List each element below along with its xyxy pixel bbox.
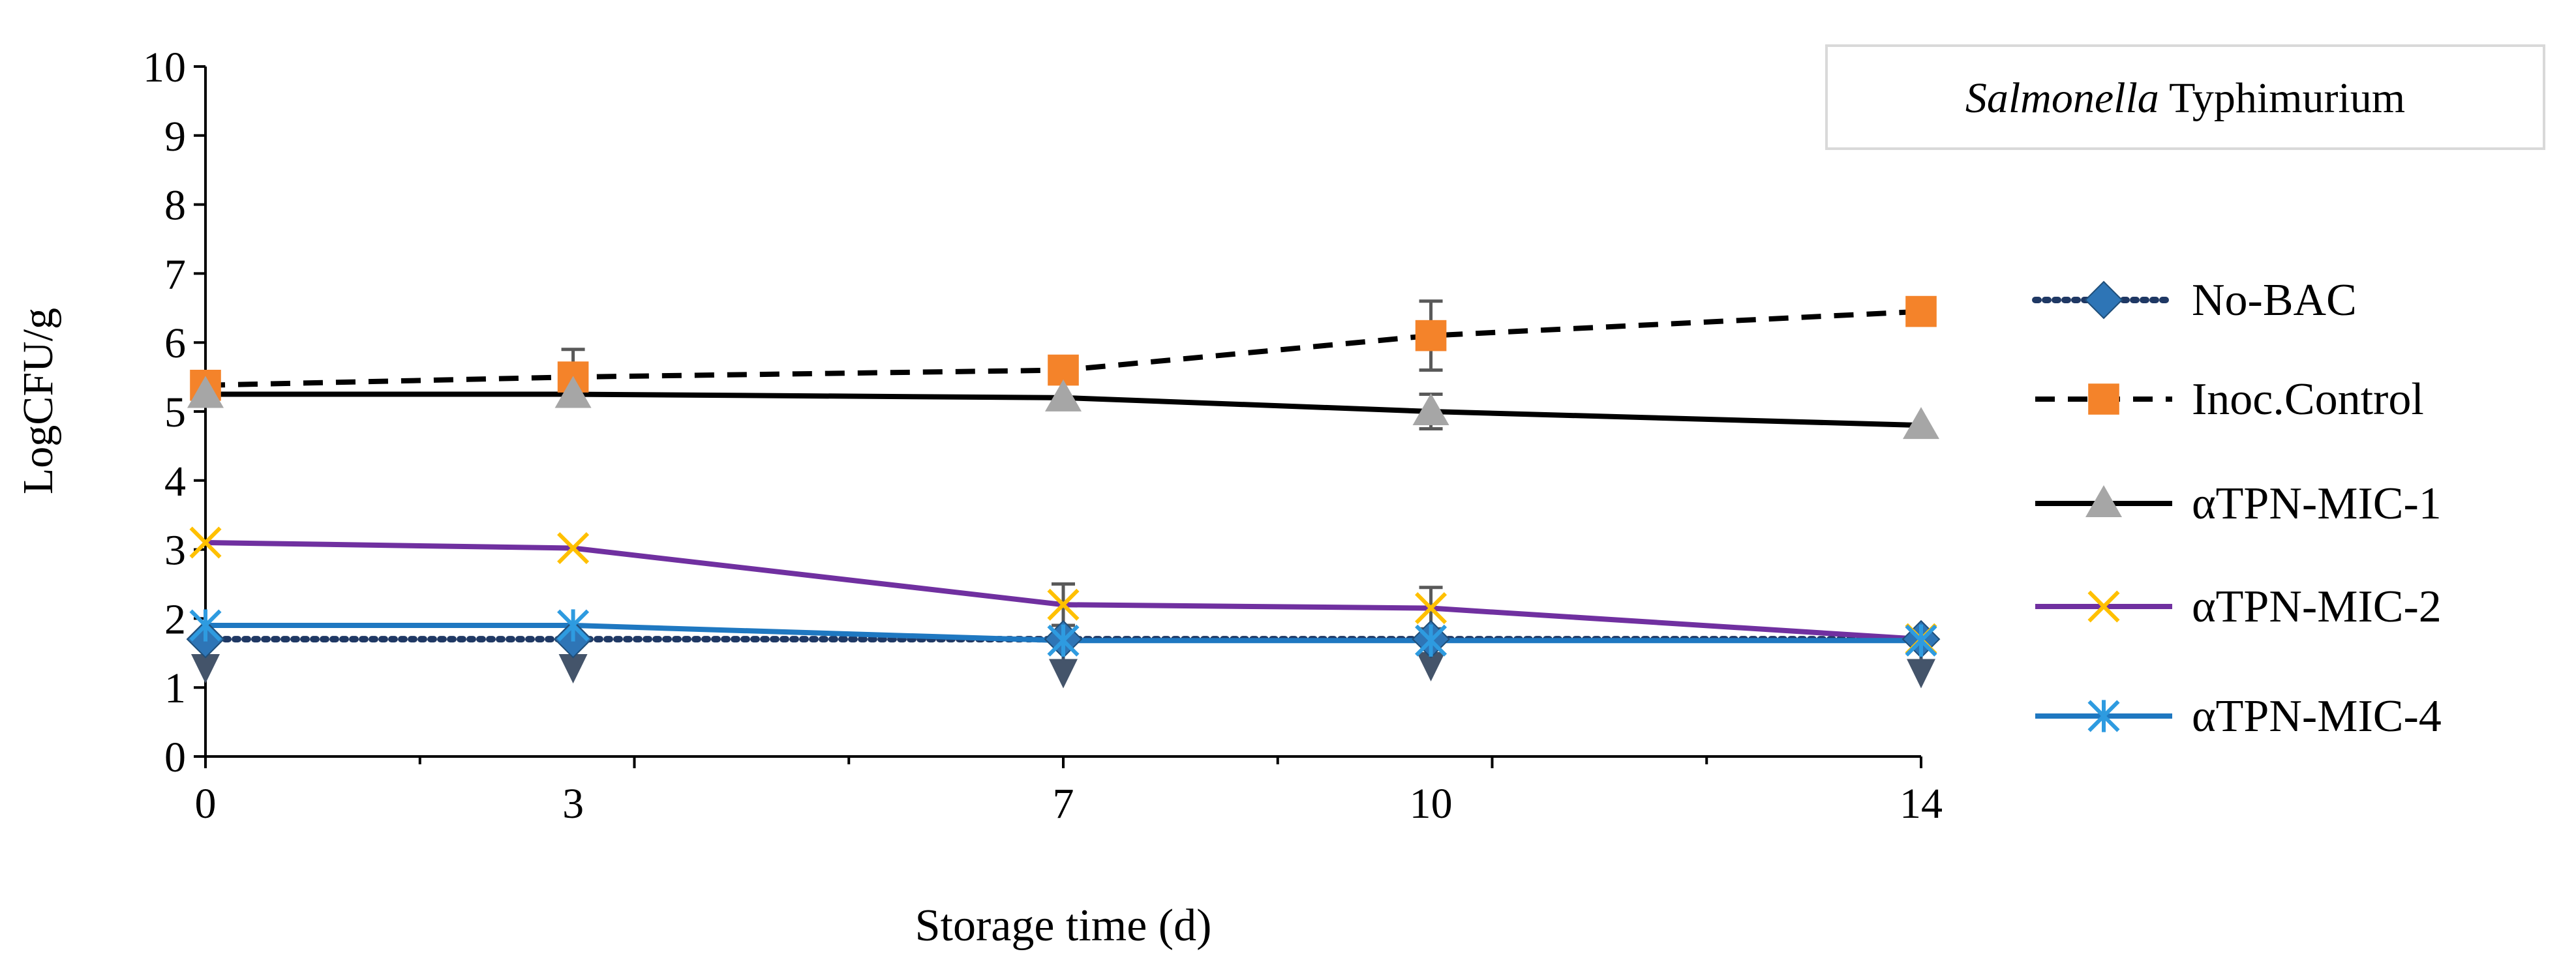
x-tick-label: 7 — [1053, 780, 1074, 828]
marker-triangle — [1045, 379, 1082, 412]
marker-x — [2087, 590, 2120, 623]
legend-label: αTPN-MIC-4 — [2192, 691, 2442, 741]
y-tick-label: 2 — [164, 595, 186, 643]
marker-asterisk — [1905, 624, 1937, 657]
chart-title-box: Salmonella Typhimurium — [1825, 44, 2545, 150]
marker-diamond — [2084, 280, 2123, 320]
marker-asterisk — [1415, 624, 1447, 657]
marker-triangle — [554, 376, 592, 408]
marker-asterisk — [557, 609, 590, 642]
error-arrow — [558, 654, 588, 684]
marker-triangle — [1903, 407, 1939, 440]
x-axis-title: Storage time (d) — [915, 901, 1212, 951]
marker-triangle — [187, 376, 224, 408]
marker-asterisk — [2087, 700, 2120, 732]
x-tick-label: 0 — [195, 780, 217, 828]
legend-label: No-BAC — [2192, 275, 2357, 325]
legend-item: αTPN-MIC-2 — [2035, 582, 2442, 632]
y-tick-label: 10 — [143, 44, 186, 91]
legend-item: Inoc.Control — [2035, 374, 2424, 425]
series-markers — [186, 295, 1941, 659]
tick-labels: 0 1 2 3 4 5 6 7 8 9 10 0 3 7 10 14 — [143, 44, 1943, 828]
y-tick-label: 4 — [164, 458, 186, 505]
error-arrow — [1907, 659, 1935, 689]
marker-square — [1905, 295, 1937, 327]
marker-square — [1415, 320, 1447, 352]
error-arrow — [1416, 651, 1446, 681]
legend-item: αTPN-MIC-1 — [2035, 479, 2442, 529]
legend: No-BAC Inoc.Control αTPN-MIC-1 αTPN-MIC-2 αT… — [2032, 275, 2442, 741]
marker-square — [2088, 383, 2119, 415]
y-axis-title: LogCFU/g — [14, 308, 62, 494]
y-tick-label: 5 — [164, 389, 186, 436]
legend-item: αTPN-MIC-4 — [2035, 691, 2442, 741]
chart-title-main: Typhimurium — [2169, 74, 2405, 122]
marker-triangle — [2085, 485, 2122, 517]
x-tick-label: 3 — [562, 780, 584, 828]
marker-asterisk — [1047, 624, 1080, 657]
chart-title-italic: Salmonella — [1965, 74, 2159, 122]
y-tick-label: 6 — [164, 320, 186, 367]
error-arrow — [191, 654, 220, 684]
y-tick-label: 8 — [164, 182, 186, 230]
y-tick-label: 1 — [164, 665, 186, 712]
marker-triangle — [1412, 393, 1449, 425]
y-tick-label: 0 — [164, 734, 186, 781]
marker-asterisk — [189, 609, 222, 642]
marker-x — [189, 526, 222, 559]
legend-item: No-BAC — [2032, 275, 2357, 325]
y-tick-label: 3 — [164, 527, 186, 575]
legend-label: αTPN-MIC-2 — [2192, 582, 2442, 632]
legend-label: Inoc.Control — [2192, 374, 2424, 425]
chart-title: Salmonella Typhimurium — [1965, 74, 2405, 122]
legend-label: αTPN-MIC-1 — [2192, 479, 2442, 529]
marker-x — [1415, 592, 1447, 625]
y-tick-label: 9 — [164, 113, 186, 160]
x-tick-label: 14 — [1900, 780, 1943, 828]
marker-x — [1047, 588, 1080, 621]
error-arrow — [1049, 659, 1078, 689]
marker-x — [557, 531, 590, 565]
y-tick-label: 7 — [164, 250, 186, 298]
x-tick-label: 10 — [1410, 780, 1453, 828]
